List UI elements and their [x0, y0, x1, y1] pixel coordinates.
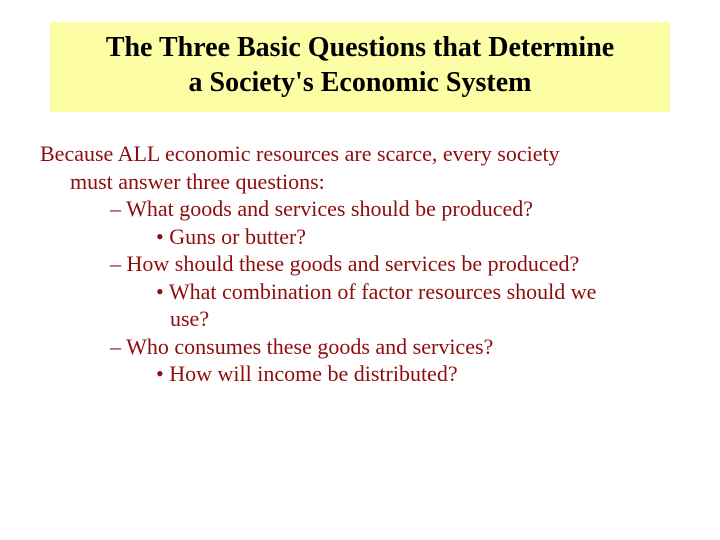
intro-text: Because ALL economic resources are scarc…: [40, 140, 600, 195]
dash-item-1-text: What goods and services should be produc…: [126, 196, 533, 221]
slide-body: Because ALL economic resources are scarc…: [40, 140, 600, 388]
dash-item-3: – Who consumes these goods and services?: [40, 333, 600, 361]
title-box: The Three Basic Questions that Determine…: [50, 22, 670, 112]
bullet-item-1-1: • Guns or butter?: [40, 223, 600, 251]
title-line-2: a Society's Economic System: [189, 67, 532, 98]
slide-title: The Three Basic Questions that Determine…: [60, 30, 660, 100]
dash-item-1: – What goods and services should be prod…: [40, 195, 600, 223]
title-line-1: The Three Basic Questions that Determine: [106, 32, 614, 63]
dash-item-2-text: How should these goods and services be p…: [127, 251, 580, 276]
bullet-item-3-1: • How will income be distributed?: [40, 360, 600, 388]
slide: The Three Basic Questions that Determine…: [0, 0, 720, 540]
bullet-item-3-1-text: How will income be distributed?: [169, 361, 457, 386]
bullet-item-2-1: • What combination of factor resources s…: [40, 278, 600, 333]
bullet-item-2-1-text: What combination of factor resources sho…: [169, 279, 597, 332]
bullet-item-1-1-text: Guns or butter?: [169, 224, 306, 249]
dash-item-2: – How should these goods and services be…: [40, 250, 600, 278]
dash-item-3-text: Who consumes these goods and services?: [126, 334, 493, 359]
